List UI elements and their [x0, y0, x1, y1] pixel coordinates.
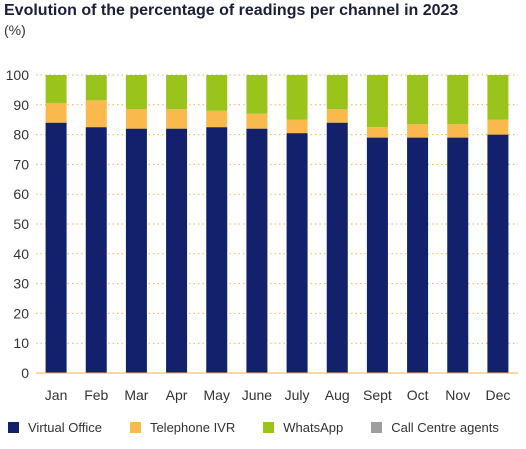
bar-telephone-ivr — [166, 109, 188, 129]
legend-swatch-whatsapp — [263, 422, 275, 433]
bar-virtual-office — [487, 134, 509, 373]
bar-whatsapp — [326, 75, 348, 110]
bar-virtual-office — [326, 122, 348, 374]
bar-virtual-office — [206, 127, 228, 374]
bar-whatsapp — [45, 75, 67, 104]
bar-whatsapp — [206, 75, 228, 111]
legend-swatch-telephone-ivr — [129, 422, 141, 433]
legend-item-call-centre-agents: Call Centre agents — [371, 420, 499, 435]
y-tick-label: 80 — [13, 127, 29, 143]
bar-telephone-ivr — [447, 124, 469, 138]
y-tick-label: 20 — [13, 305, 29, 321]
bar-virtual-office — [447, 137, 469, 373]
bar-whatsapp — [487, 75, 509, 120]
legend: Virtual Office Telephone IVR WhatsApp Ca… — [8, 420, 499, 435]
legend-swatch-virtual-office — [8, 422, 19, 433]
y-tick-label: 50 — [13, 216, 29, 232]
legend-label: WhatsApp — [283, 420, 344, 435]
x-tick-label: Apr — [166, 387, 188, 403]
y-tick-label: 70 — [13, 156, 29, 172]
bar-virtual-office — [366, 137, 388, 373]
y-tick-label: 10 — [13, 335, 29, 351]
y-tick-label: 90 — [13, 97, 29, 113]
bar-whatsapp — [286, 75, 308, 120]
x-tick-label: Jan — [45, 387, 68, 403]
bar-virtual-office — [286, 133, 308, 373]
x-tick-label: May — [204, 387, 230, 403]
bar-whatsapp — [246, 75, 268, 114]
x-tick-label: Aug — [325, 387, 350, 403]
bar-telephone-ivr — [125, 109, 147, 129]
chart-title: Evolution of the percentage of readings … — [4, 2, 459, 19]
bar-telephone-ivr — [246, 113, 268, 129]
bar-telephone-ivr — [366, 127, 388, 138]
x-tick-label: Nov — [445, 387, 470, 403]
legend-item-whatsapp: WhatsApp — [263, 420, 343, 435]
bar-virtual-office — [246, 128, 268, 373]
legend-label: Call Centre agents — [391, 420, 499, 435]
y-tick-label: 40 — [13, 246, 29, 262]
legend-label: Telephone IVR — [149, 420, 236, 435]
legend-label: Virtual Office — [28, 420, 102, 435]
bar-telephone-ivr — [286, 119, 308, 134]
x-tick-label: Oct — [407, 387, 429, 403]
bar-virtual-office — [45, 122, 67, 374]
bar-telephone-ivr — [326, 109, 348, 123]
y-tick-label: 30 — [13, 276, 29, 292]
bar-telephone-ivr — [85, 100, 107, 128]
bar-telephone-ivr — [487, 119, 509, 135]
bar-virtual-office — [166, 128, 188, 373]
x-tick-label: Mar — [124, 387, 148, 403]
bar-virtual-office — [125, 128, 147, 373]
bar-telephone-ivr — [407, 124, 429, 138]
bar-virtual-office — [85, 127, 107, 374]
y-tick-label: 100 — [6, 67, 30, 83]
bar-whatsapp — [85, 75, 107, 101]
bar-telephone-ivr — [45, 103, 67, 123]
bar-whatsapp — [166, 75, 188, 110]
bar-telephone-ivr — [206, 110, 228, 128]
legend-swatch-call-centre-agents — [371, 422, 383, 433]
bar-whatsapp — [125, 75, 147, 110]
bar-whatsapp — [407, 75, 429, 125]
x-tick-label: Sept — [363, 387, 392, 403]
x-tick-label: Dec — [485, 387, 510, 403]
x-tick-label: June — [242, 387, 273, 403]
x-tick-label: July — [285, 387, 310, 403]
legend-item-telephone-ivr: Telephone IVR — [129, 420, 236, 435]
x-tick-label: Feb — [84, 387, 108, 403]
bar-virtual-office — [407, 137, 429, 373]
bar-whatsapp — [366, 75, 388, 128]
y-tick-label: 60 — [13, 186, 29, 202]
bar-whatsapp — [447, 75, 469, 125]
legend-item-virtual-office: Virtual Office — [8, 420, 102, 435]
y-tick-label: 0 — [21, 365, 29, 381]
chart-subtitle: (%) — [4, 22, 26, 38]
